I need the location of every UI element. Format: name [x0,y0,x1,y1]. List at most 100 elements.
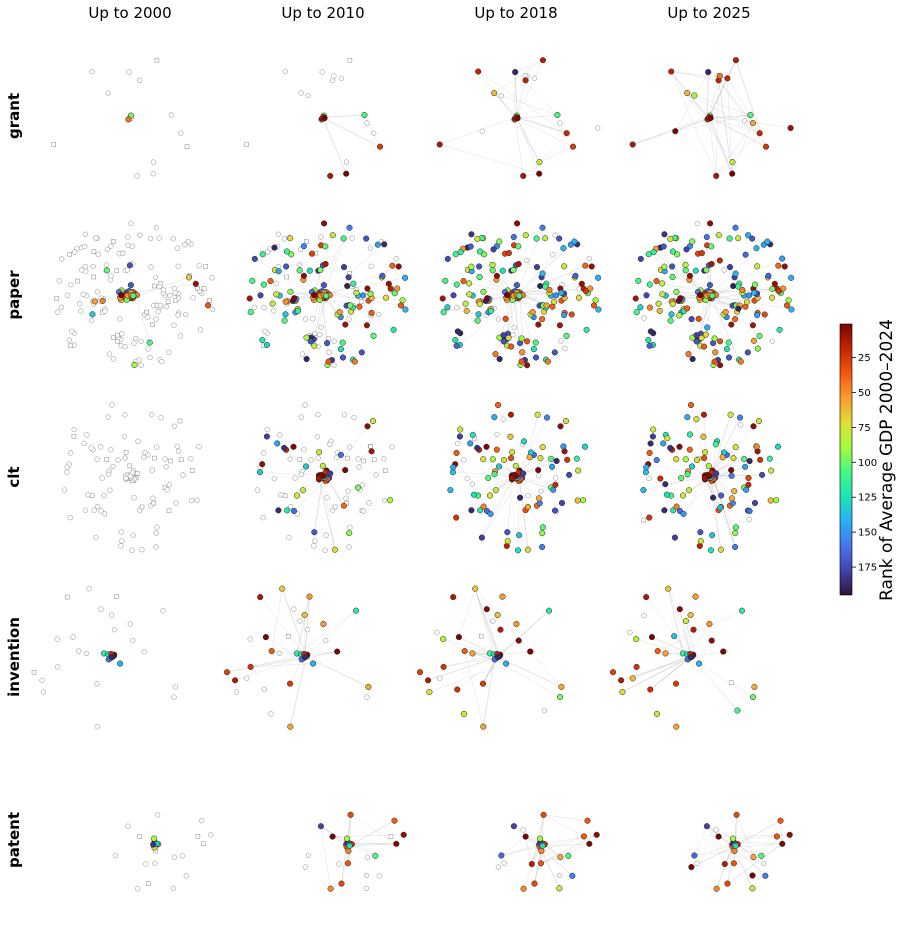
network-node-empty [71,426,77,433]
network-node-empty [126,69,132,75]
colorbar-tick-label: 25 [858,353,871,364]
network-node-colored [709,292,716,299]
network-node-colored [247,663,254,670]
network-node-empty [271,308,277,314]
network-edge [540,843,590,864]
network-node-colored [99,297,106,304]
network-node-colored [452,336,459,344]
network-node-colored [657,475,664,482]
network-node-empty [170,235,176,242]
network-node-colored [344,860,351,867]
network-edge [708,117,733,174]
network-node-colored [510,823,517,830]
network-edge [481,475,516,538]
network-node-colored [516,532,523,539]
network-edge [540,857,561,864]
network-edge [711,480,722,550]
network-node-colored [574,497,581,504]
network-edge [349,820,395,846]
network-node-colored [340,502,347,509]
network-edge [694,826,708,856]
network-node-empty [166,349,172,356]
network-node-empty [147,235,154,242]
network-node-colored [709,532,716,539]
panel-clt-2 [447,401,589,554]
network-node-colored [529,309,536,316]
network-edge [456,475,516,518]
network-node-empty [318,234,324,240]
network-node-colored [518,335,525,342]
network-node-colored [453,514,460,521]
network-node-empty [304,239,309,244]
network-node-colored [480,456,487,463]
network-node-empty [148,412,155,418]
network-node-colored [447,487,454,494]
network-node-empty [138,338,144,344]
network-node-empty [171,322,177,328]
network-node-colored [537,860,544,867]
network-node-colored [561,263,568,270]
network-node-colored [342,467,349,474]
network-node-colored [696,292,704,299]
network-node-colored [339,354,347,361]
network-node-empty [479,128,485,134]
network-node-colored [569,143,577,150]
network-node-colored [717,338,724,345]
network-edge [475,588,497,656]
network-node-colored [426,689,433,696]
network-node-colored [444,304,451,311]
network-node-colored [520,470,527,477]
network-node-colored [776,326,783,333]
network-node-empty [454,304,460,311]
network-node-colored [402,274,409,281]
network-node-colored [646,281,653,288]
network-node-empty [153,530,159,536]
network-node-empty [90,263,96,270]
network-node-empty [371,130,377,136]
colorbar: 25 50 75 100 125 150 175 Rank of Average GDP 2… [839,319,897,601]
network-node-colored [310,292,318,299]
network-node-empty [127,463,133,469]
network-edge [689,623,710,655]
network-edge [709,60,737,116]
network-node-empty [150,171,156,177]
network-edge [290,655,307,727]
network-node-empty [302,316,309,322]
network-node-empty [132,335,139,342]
network-node-colored [662,481,669,488]
network-edge [683,477,716,515]
network-node-colored [565,852,572,859]
network-node-empty [64,464,70,470]
network-node-colored [455,634,462,641]
network-node-colored [291,295,298,302]
network-node-colored [749,694,757,701]
network-node-colored [275,268,282,275]
network-node-empty [323,532,329,538]
network-node-colored [707,547,715,554]
network-node-empty [67,514,73,521]
network-node-empty [264,426,270,433]
network-node-colored [646,449,653,456]
network-node-colored [395,263,402,270]
network-node-colored [767,497,774,504]
network-node-colored [653,457,660,464]
network-node-colored [492,487,499,494]
network-node-empty [298,471,305,477]
network-edge [304,614,306,657]
network-node-colored [671,534,678,541]
network-node-empty [88,317,95,324]
network-node-colored [223,669,231,676]
network-node-colored [595,306,602,313]
network-node-empty [594,125,601,131]
network-edge [495,297,513,355]
network-node-colored [344,835,351,842]
network-node-empty [495,316,502,322]
network-node-empty [127,473,133,479]
network-node-colored [463,307,470,314]
network-node-colored [650,249,657,256]
network-node-colored [379,272,386,279]
network-node-colored [263,433,270,440]
network-node-empty [327,441,333,447]
network-node-empty [168,112,175,118]
network-node-colored [475,68,482,75]
